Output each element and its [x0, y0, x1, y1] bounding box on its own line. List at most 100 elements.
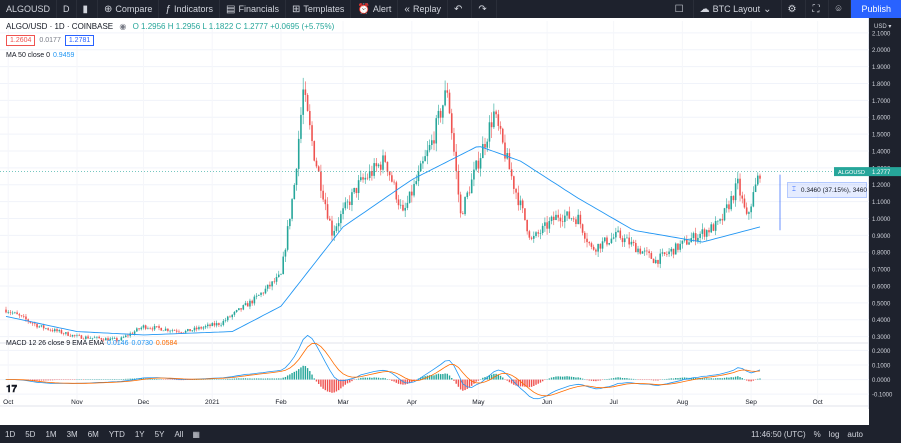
log-toggle[interactable]: log [829, 430, 840, 439]
candle-down [167, 329, 169, 331]
macd-hist-bar [327, 380, 328, 392]
layout-menu[interactable]: ☁BTC Layout⌄ [694, 0, 782, 18]
candle-up [220, 325, 222, 326]
candle-down [152, 328, 154, 329]
candle-down [61, 330, 63, 333]
templates-button[interactable]: ⊞Templates [286, 0, 351, 18]
range-1d[interactable]: 1D [0, 430, 20, 439]
auto-toggle[interactable]: auto [847, 430, 863, 439]
macd-hist-bar [334, 380, 335, 393]
price-tick: 1.4000 [872, 149, 891, 155]
candle-up [631, 242, 633, 245]
undo-button[interactable]: ↶ [448, 0, 472, 18]
macd-hist-bar [385, 378, 386, 379]
percent-toggle[interactable]: % [814, 430, 821, 439]
macd-hist-bar [380, 378, 381, 379]
sell-button[interactable]: 1.2604 [6, 35, 35, 46]
candle-down [362, 177, 364, 179]
macd-hist-bar [653, 380, 654, 381]
range-3m[interactable]: 3M [62, 430, 83, 439]
macd-hist-bar [258, 378, 259, 379]
fullscreen-button[interactable]: ⛶ [806, 0, 829, 18]
candle-up [409, 192, 411, 203]
currency-label: USD ▾ [874, 24, 891, 30]
candle-down [511, 169, 513, 176]
redo-button[interactable]: ↷ [472, 0, 496, 18]
range-5d[interactable]: 5D [20, 430, 40, 439]
range-5y[interactable]: 5Y [150, 430, 170, 439]
macd-hist-bar [633, 379, 634, 380]
candle-up [194, 328, 196, 331]
macd-hist-bar [704, 378, 705, 379]
candle-up [242, 305, 244, 309]
macd-hist-bar [593, 380, 594, 381]
candle-up [566, 211, 568, 215]
candle-up [191, 330, 193, 331]
candle-down [262, 293, 264, 294]
alert-button[interactable]: ⏰Alert [351, 0, 398, 18]
macd-hist-bar [318, 380, 319, 384]
candle-up [254, 297, 256, 304]
candle-up [94, 338, 96, 339]
compare-button[interactable]: ⊕Compare [98, 0, 159, 18]
macd-hist-bar [679, 378, 680, 380]
price-tick: 1.2000 [872, 183, 891, 189]
range-6m[interactable]: 6M [83, 430, 104, 439]
interval-label: D [63, 4, 70, 14]
candle-up [211, 323, 213, 326]
replay-button[interactable]: «Replay [398, 0, 448, 18]
calendar-icon[interactable]: ▦ [192, 430, 200, 439]
range-all[interactable]: All [169, 430, 188, 439]
candle-up [757, 176, 759, 185]
candle-down [70, 336, 72, 337]
eye-icon[interactable]: ◉ [119, 22, 126, 31]
candle-up [227, 317, 229, 321]
macd-hist-bar [436, 374, 437, 379]
candle-up [72, 335, 74, 336]
financials-button[interactable]: ▤Financials [220, 0, 286, 18]
candle-up [45, 328, 47, 329]
macd-hist-bar [283, 378, 284, 380]
symbol-search[interactable]: ALGOUSD [0, 0, 57, 18]
clock-time[interactable]: 11:46:50 (UTC) [751, 430, 806, 439]
candle-down [562, 221, 564, 222]
candle-up [165, 329, 167, 331]
macd-hist-bar [566, 376, 567, 379]
macd-hist-bar [628, 379, 629, 380]
range-1m[interactable]: 1M [40, 430, 61, 439]
candle-up [482, 144, 484, 158]
macd-hist-bar [622, 378, 623, 380]
replay-label: Replay [413, 4, 441, 14]
range-ytd[interactable]: YTD [104, 430, 130, 439]
settings-button[interactable]: ⚙ [782, 0, 807, 18]
candle-down [178, 332, 180, 333]
measure-value: 0.3460 (37.15%), 3460 [801, 187, 867, 194]
candle-up [597, 244, 599, 252]
layout-toggle[interactable]: ☐ [669, 0, 694, 18]
chart-type-button[interactable]: ▮ [77, 0, 99, 18]
cloud-icon: ☁ [700, 4, 710, 15]
macd-hist-bar [573, 377, 574, 380]
macd-hist-bar [733, 377, 734, 379]
candle-up [442, 105, 444, 117]
buy-button[interactable]: 1.2781 [65, 35, 94, 46]
macd-hist-bar [154, 379, 155, 380]
candle-down [34, 323, 36, 324]
macd-hist-bar [47, 380, 48, 381]
macd-hist-bar [331, 380, 332, 393]
publish-button[interactable]: Publish [851, 0, 901, 18]
price-axis[interactable]: 2.10002.00001.90001.80001.70001.60001.50… [869, 18, 901, 443]
time-tick: Aug [677, 399, 689, 406]
candle-down [491, 122, 493, 127]
interval-button[interactable]: D [57, 0, 77, 18]
range-1y[interactable]: 1Y [130, 430, 150, 439]
symbol-label: ALGOUSD [6, 4, 50, 14]
candle-down [560, 218, 562, 222]
snapshot-button[interactable]: ⌾ [829, 0, 851, 18]
